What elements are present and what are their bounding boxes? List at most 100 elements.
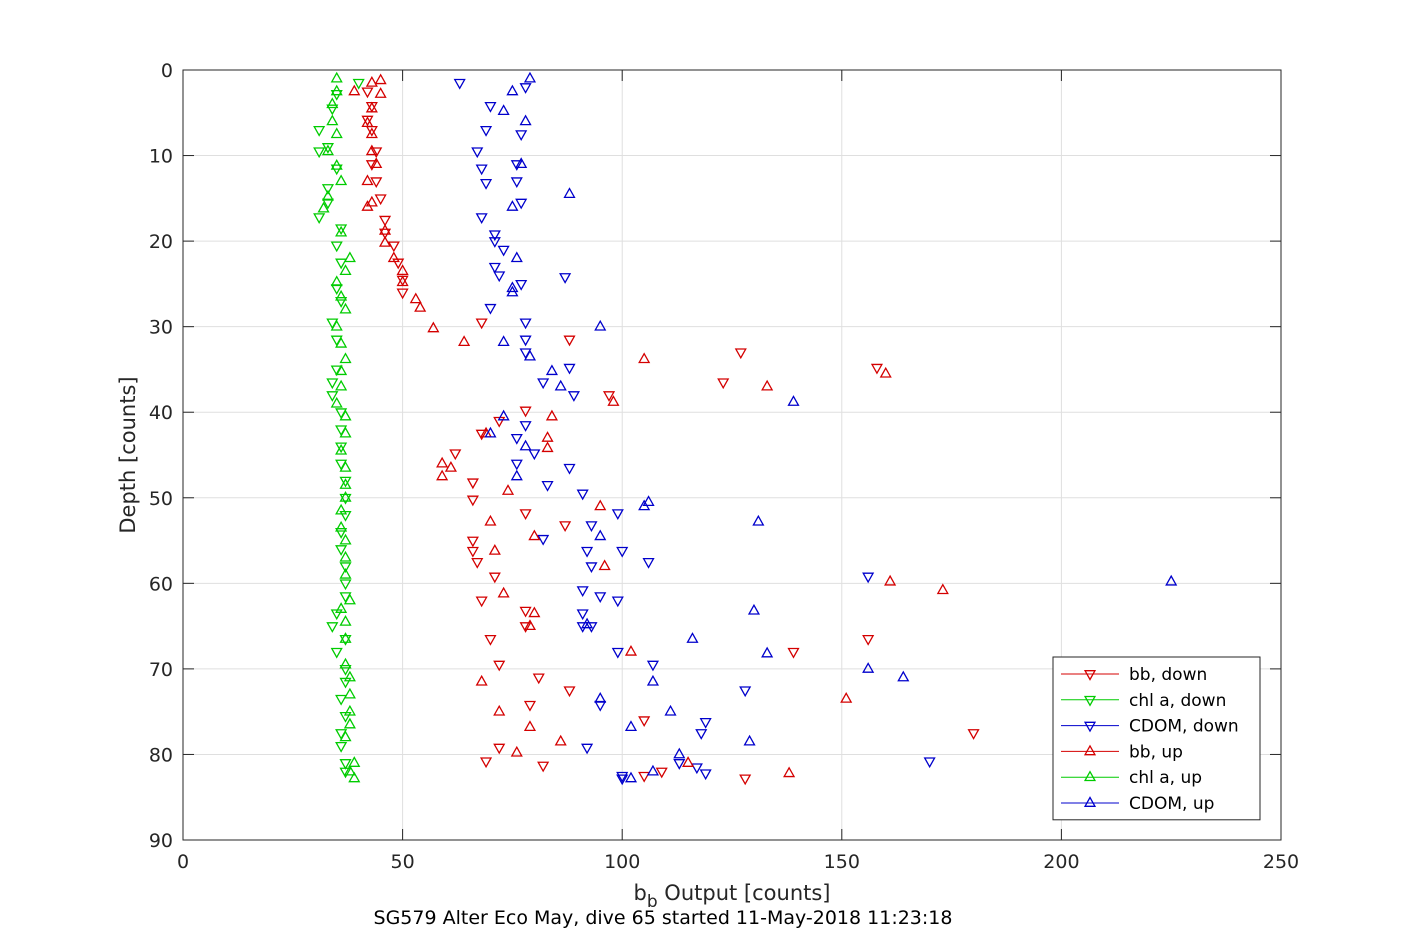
- legend-marker: [1083, 796, 1097, 807]
- data-point: [343, 764, 356, 776]
- data-point: [365, 144, 378, 156]
- data-point: [330, 365, 343, 377]
- data-point: [365, 127, 378, 139]
- data-point: [335, 379, 348, 391]
- data-point: [488, 230, 501, 242]
- data-point: [335, 364, 348, 376]
- data-point: [646, 764, 660, 776]
- data-point: [339, 567, 352, 579]
- data-point: [506, 281, 519, 293]
- data-point: [642, 495, 655, 507]
- data-point: [479, 125, 493, 137]
- data-point: [475, 318, 488, 330]
- data-point: [488, 543, 501, 555]
- data-point: [783, 766, 796, 778]
- data-point: [515, 130, 528, 141]
- data-point: [506, 84, 519, 96]
- data-point: [348, 84, 361, 96]
- data-point: [458, 335, 471, 347]
- data-point: [545, 409, 558, 421]
- data-point: [638, 499, 651, 511]
- data-point: [339, 352, 352, 364]
- data-point: [581, 546, 594, 558]
- legend-marker: [1083, 770, 1097, 782]
- legend-item: bb, down: [1061, 665, 1207, 685]
- data-point: [594, 692, 607, 703]
- data-point: [576, 609, 589, 621]
- data-point: [528, 449, 541, 461]
- data-point: [554, 734, 567, 746]
- legend-label: bb, down: [1129, 665, 1207, 685]
- data-point: [519, 83, 532, 94]
- y-tick-label: 20: [149, 231, 173, 253]
- data-point: [510, 160, 523, 171]
- data-point: [330, 158, 343, 170]
- data-point: [528, 606, 541, 618]
- data-point: [519, 318, 532, 330]
- data-point: [352, 78, 365, 90]
- data-point: [493, 704, 506, 716]
- data-point: [326, 378, 339, 390]
- data-point: [523, 720, 537, 732]
- data-point: [484, 634, 497, 646]
- data-point: [475, 596, 488, 608]
- data-point: [585, 562, 598, 574]
- data-point: [581, 743, 594, 755]
- data-point: [559, 273, 572, 284]
- data-point: [761, 646, 774, 658]
- data-point: [335, 297, 348, 308]
- data-point: [484, 514, 497, 526]
- data-point: [515, 198, 528, 210]
- legend-item: chl a, up: [1061, 768, 1202, 788]
- data-point: [519, 406, 532, 418]
- x-tick-label: 150: [824, 851, 860, 873]
- data-point: [787, 647, 800, 659]
- data-point: [497, 104, 510, 116]
- y-tick-label: 80: [149, 744, 173, 766]
- data-point: [339, 493, 352, 505]
- data-point: [370, 157, 383, 169]
- data-point: [330, 275, 343, 287]
- series-2: [453, 78, 936, 786]
- data-point: [936, 583, 949, 595]
- data-point: [594, 529, 607, 541]
- data-point: [370, 177, 383, 189]
- data-point: [563, 187, 576, 199]
- data-point: [563, 463, 576, 475]
- data-point: [519, 439, 532, 451]
- data-point: [339, 264, 352, 276]
- data-point: [493, 660, 506, 672]
- data-point: [699, 769, 712, 781]
- data-point: [646, 660, 660, 672]
- y-tick-label: 30: [149, 317, 173, 339]
- data-point: [339, 634, 352, 646]
- data-point: [611, 647, 624, 659]
- data-point: [348, 756, 361, 767]
- legend-label: CDOM, up: [1129, 794, 1214, 814]
- data-point: [493, 743, 506, 755]
- x-tick-label: 200: [1043, 851, 1079, 873]
- data-point: [488, 237, 501, 248]
- data-point: [624, 644, 638, 656]
- data-point: [484, 101, 497, 113]
- data-point: [335, 545, 348, 556]
- legend-marker: [1083, 744, 1097, 756]
- data-point: [537, 761, 550, 773]
- data-point: [387, 251, 400, 263]
- data-point: [594, 592, 607, 603]
- data-point: [510, 177, 523, 189]
- y-tick-label: 90: [149, 830, 173, 852]
- data-point: [475, 429, 488, 441]
- data-point: [563, 686, 576, 698]
- y-tick-label: 40: [149, 402, 173, 424]
- data-point: [361, 200, 374, 211]
- data-point: [510, 459, 523, 471]
- data-point: [1165, 574, 1178, 586]
- data-point: [488, 572, 501, 584]
- data-point: [559, 521, 572, 532]
- data-point: [523, 349, 537, 361]
- data-point: [484, 303, 497, 315]
- y-tick-label: 60: [149, 573, 173, 595]
- data-point: [576, 489, 589, 501]
- y-tick-label: 10: [149, 146, 173, 168]
